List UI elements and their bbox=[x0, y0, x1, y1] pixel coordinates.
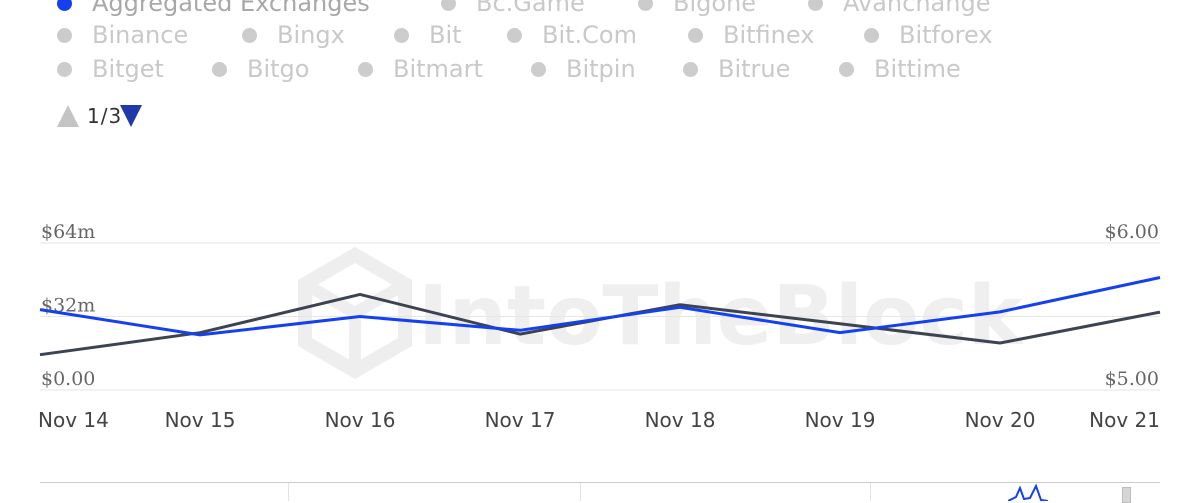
legend-label: Bigone bbox=[673, 0, 757, 17]
legend-item[interactable]: Bigone bbox=[638, 0, 756, 18]
legend-dot-icon bbox=[394, 27, 409, 43]
legend-dot-icon bbox=[688, 27, 703, 43]
legend-dot-icon bbox=[808, 0, 823, 11]
legend-item[interactable]: Bitforex bbox=[864, 20, 993, 50]
legend-dot-icon bbox=[57, 27, 72, 43]
legend-dot-icon bbox=[242, 27, 257, 43]
legend-label: Bittime bbox=[874, 55, 961, 83]
legend-item[interactable]: Bitrue bbox=[683, 54, 790, 84]
page-down-icon[interactable] bbox=[120, 105, 143, 127]
legend-label: Aggregated Exchanges bbox=[92, 0, 370, 17]
legend-item[interactable]: Bit bbox=[394, 20, 462, 50]
legend-item[interactable]: Avanchange bbox=[808, 0, 990, 18]
legend-item[interactable]: Bitmart bbox=[358, 54, 483, 84]
legend-item[interactable]: Bittime bbox=[839, 54, 961, 84]
legend-label: Avanchange bbox=[843, 0, 991, 17]
legend-item[interactable]: Bc.Game bbox=[441, 0, 585, 18]
navigator-divider bbox=[580, 483, 581, 501]
legend-item[interactable]: Bitget bbox=[57, 54, 164, 84]
legend-item[interactable]: Aggregated Exchanges bbox=[57, 0, 370, 18]
legend-label: Bitmart bbox=[393, 55, 483, 83]
legend-dot-icon bbox=[683, 61, 698, 77]
legend-label: Bitget bbox=[92, 55, 164, 83]
legend-item[interactable]: Bitfinex bbox=[688, 20, 814, 50]
navigator-divider bbox=[288, 483, 289, 501]
legend-item[interactable]: Bitpin bbox=[531, 54, 636, 84]
legend-label: Bitfinex bbox=[723, 21, 815, 49]
legend-label: Bc.Game bbox=[476, 0, 585, 17]
x-tick-label: Nov 16 bbox=[325, 408, 396, 432]
watermark-logo-icon bbox=[298, 246, 412, 380]
legend-item[interactable]: Bitgo bbox=[212, 54, 309, 84]
legend-label: Bit.Com bbox=[542, 21, 637, 49]
legend-dot-icon bbox=[638, 0, 653, 11]
navigator-spark bbox=[1008, 483, 1049, 501]
legend-dot-icon bbox=[358, 61, 373, 77]
series-lines bbox=[39, 276, 1161, 357]
x-tick-label: Nov 19 bbox=[805, 408, 876, 432]
x-tick-label: Nov 20 bbox=[965, 408, 1036, 432]
legend-label: Bingx bbox=[277, 21, 345, 49]
x-tick-label: Nov 15 bbox=[165, 408, 236, 432]
legend-dot-icon bbox=[864, 27, 879, 43]
y-right-tick-label: $6.00 bbox=[1105, 221, 1159, 243]
navigator-divider bbox=[870, 483, 871, 501]
legend-dot-icon bbox=[57, 61, 72, 77]
legend-label: Bitrue bbox=[718, 55, 791, 83]
x-axis: Nov 14 Nov 15 Nov 16 Nov 17 Nov 18 Nov 19 Nov … bbox=[38, 408, 1160, 432]
legend-row: Binance Bingx Bit Bit.Com Bitfinex Bitforex bbox=[0, 20, 1200, 50]
legend-dot-icon bbox=[839, 61, 854, 77]
legend-row: Aggregated Exchanges Bc.Game Bigone Avancha… bbox=[0, 0, 1200, 18]
watermark: IntoTheBlock bbox=[298, 246, 1025, 380]
legend-label: Bitgo bbox=[247, 55, 310, 83]
legend-dot-icon bbox=[531, 61, 546, 77]
navigator-handle[interactable] bbox=[1122, 487, 1131, 503]
legend-label: Bit bbox=[429, 21, 462, 49]
range-navigator[interactable] bbox=[40, 482, 1160, 503]
y-axis-left: $0.00$32m$64m bbox=[41, 221, 95, 390]
x-tick-label: Nov 17 bbox=[485, 408, 556, 432]
legend-dot-icon bbox=[57, 0, 72, 11]
page-up-icon[interactable] bbox=[57, 105, 79, 127]
legend-item[interactable]: Binance bbox=[57, 20, 188, 50]
y-left-tick-label: $64m bbox=[41, 221, 95, 243]
legend-label: Bitpin bbox=[566, 55, 636, 83]
legend-dot-icon bbox=[507, 27, 522, 43]
legend-dot-icon bbox=[441, 0, 456, 11]
series-line bbox=[39, 276, 1161, 337]
legend-label: Binance bbox=[92, 21, 189, 49]
line-chart: IntoTheBlock $0.00$32m$64m $5.00 $6.00 No… bbox=[38, 221, 1161, 432]
legend-label: Bitforex bbox=[899, 21, 993, 49]
grid-lines bbox=[40, 242, 1160, 391]
pager-label: 1/3 bbox=[87, 104, 123, 128]
x-tick-label: Nov 21 bbox=[1089, 408, 1160, 432]
x-tick-label: Nov 18 bbox=[645, 408, 716, 432]
y-axis-right: $5.00 $6.00 bbox=[1105, 221, 1159, 390]
legend-dot-icon bbox=[212, 61, 227, 77]
legend-row: Bitget Bitgo Bitmart Bitpin Bitrue Bittime bbox=[0, 54, 1200, 84]
y-left-tick-label: $0.00 bbox=[41, 368, 95, 390]
legend-item[interactable]: Bit.Com bbox=[507, 20, 637, 50]
y-right-tick-label: $5.00 bbox=[1105, 368, 1159, 390]
legend-pager: 1/3 bbox=[57, 102, 143, 130]
legend-item[interactable]: Bingx bbox=[242, 20, 345, 50]
x-tick-label: Nov 14 bbox=[38, 408, 109, 432]
